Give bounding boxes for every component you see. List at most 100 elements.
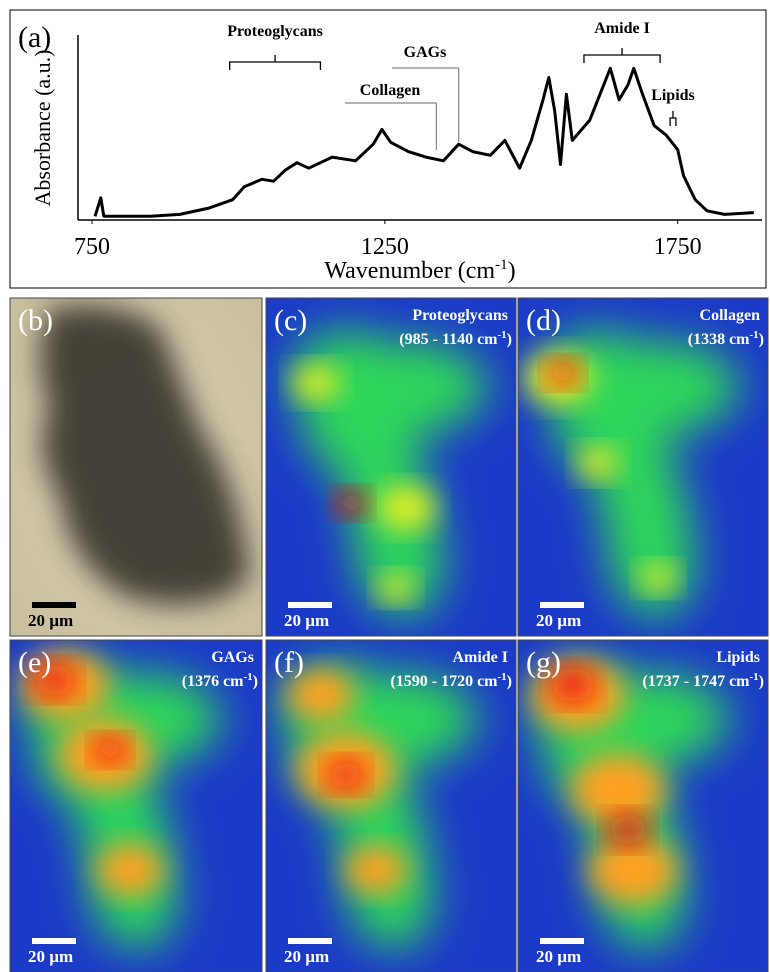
panel-subtitle: (1338 cm-1) <box>688 329 764 348</box>
specimen <box>40 305 250 605</box>
scale-bar-label: 20 µm <box>536 611 581 630</box>
image-panel: (b) 20 µm <box>9 297 263 637</box>
panel-subtitle-part: -1 <box>498 671 507 683</box>
panel-label: (c) <box>274 304 307 337</box>
panel-subtitle-part: -1 <box>498 329 507 341</box>
scale-bar <box>540 938 584 944</box>
heatmap-mid <box>377 486 435 530</box>
panel-label: (f) <box>274 646 304 679</box>
panel-label: (e) <box>18 646 51 679</box>
heatmap-hot <box>35 664 75 696</box>
panel-a-frame <box>9 9 767 289</box>
panel-label: (a) <box>18 21 51 54</box>
annotation-label: Proteoglycans <box>227 23 323 40</box>
x-tick-label: 1250 <box>361 234 409 260</box>
heatmap-hot <box>608 814 648 846</box>
heatmap-mid <box>287 669 355 721</box>
heatmap-hot <box>551 667 595 703</box>
panel-subtitle-part: ) <box>253 673 258 690</box>
heatmap-mid <box>639 564 677 592</box>
scale-bar <box>32 602 76 608</box>
panel-title: Collagen <box>700 307 761 324</box>
panel-frame <box>9 639 263 972</box>
x-axis-label-part: ) <box>508 258 516 284</box>
annotation-label: Collagen <box>360 82 421 99</box>
heatmap-hot <box>335 490 367 516</box>
panel-title: Amide I <box>452 649 508 666</box>
panel-subtitle-part: ) <box>507 673 512 690</box>
x-axis-label-part: -1 <box>495 257 508 273</box>
image-content <box>266 640 516 972</box>
panel-subtitle: (1590 - 1720 cm-1) <box>390 671 512 690</box>
heatmap-body <box>542 330 743 618</box>
image-panel: (e) GAGs (1376 cm-1) 20 µm <box>9 639 263 972</box>
heatmap-hot <box>328 760 364 790</box>
spectrum-line <box>93 66 754 218</box>
panel-frame <box>265 639 517 972</box>
image-content <box>518 298 768 636</box>
image-panel: (c) Proteoglycans (985 - 1140 cm-1) 20 µm <box>265 297 517 637</box>
scale-bar-label: 20 µm <box>28 947 73 966</box>
x-tick-label: 1750 <box>654 234 702 260</box>
scale-bar-label: 20 µm <box>536 947 581 966</box>
panel-subtitle-part: -1 <box>750 329 759 341</box>
scale-bar-label: 20 µm <box>28 611 73 630</box>
heatmap-body <box>290 330 491 618</box>
annotation-label: Lipids <box>651 87 695 104</box>
panel-subtitle: (1737 - 1747 cm-1) <box>642 671 764 690</box>
heatmap-mid <box>344 846 408 894</box>
scale-bar <box>288 602 332 608</box>
image-content <box>518 640 768 972</box>
x-axis-label-part: Wavenumber (cm <box>324 258 495 284</box>
panel-subtitle-part: ) <box>759 331 764 348</box>
panel-subtitle-part: ) <box>507 331 512 348</box>
panel-label: (g) <box>526 646 561 679</box>
x-axis-label: Wavenumber (cm-1) <box>324 257 515 284</box>
image-panel: (d) Collagen (1338 cm-1) 20 µm <box>517 297 769 637</box>
heatmap-mid <box>96 844 164 896</box>
annotation-bracket <box>583 48 661 63</box>
heatmap-mid <box>588 836 678 904</box>
annotation-bracket <box>229 55 322 70</box>
panel-frame <box>265 297 517 637</box>
image-content <box>10 640 262 972</box>
panel-frame <box>9 297 263 637</box>
panel-frame <box>517 639 769 972</box>
panel-subtitle: (1376 cm-1) <box>182 671 258 690</box>
x-tick-label: 750 <box>74 234 110 260</box>
annotation-leader <box>392 67 460 142</box>
panel-title: Lipids <box>716 649 760 666</box>
image-panel: (g) Lipids (1737 - 1747 cm-1) 20 µm <box>517 639 769 972</box>
annotation-label: GAGs <box>404 44 447 61</box>
scale-bar-label: 20 µm <box>284 947 329 966</box>
image-content <box>266 298 516 636</box>
heatmap-mid <box>571 754 665 826</box>
y-axis-label: Absorbance (a.u.) <box>30 50 55 207</box>
heatmap-mid <box>377 574 415 602</box>
panel-label: (b) <box>18 304 53 337</box>
panel-subtitle-part: (985 - 1140 cm <box>399 331 498 348</box>
panel-subtitle-part: (1590 - 1720 cm <box>390 673 498 690</box>
panel-subtitle-part: -1 <box>750 671 759 683</box>
panel-frame <box>517 297 769 637</box>
panel-label: (d) <box>526 304 561 337</box>
panel-title: Proteoglycans <box>412 307 508 324</box>
scale-bar <box>540 602 584 608</box>
panel-subtitle-part: (1737 - 1747 cm <box>642 673 750 690</box>
panel-title: GAGs <box>211 649 254 666</box>
heatmap-hot <box>547 360 579 386</box>
annotation-label: Amide I <box>594 20 650 37</box>
panel-subtitle-part: (1338 cm <box>688 331 750 348</box>
image-content <box>10 298 262 636</box>
image-panel: (f) Amide I (1590 - 1720 cm-1) 20 µm <box>265 639 517 972</box>
heatmap-mid <box>292 365 340 401</box>
panel-subtitle-part: ) <box>759 673 764 690</box>
annotation-leader <box>345 102 437 150</box>
scale-bar <box>32 938 76 944</box>
scale-bar-label: 20 µm <box>284 611 329 630</box>
annotation-bracket <box>669 111 677 126</box>
panel-subtitle-part: (1376 cm <box>182 673 244 690</box>
panel-subtitle: (985 - 1140 cm-1) <box>399 329 512 348</box>
scale-bar <box>288 938 332 944</box>
